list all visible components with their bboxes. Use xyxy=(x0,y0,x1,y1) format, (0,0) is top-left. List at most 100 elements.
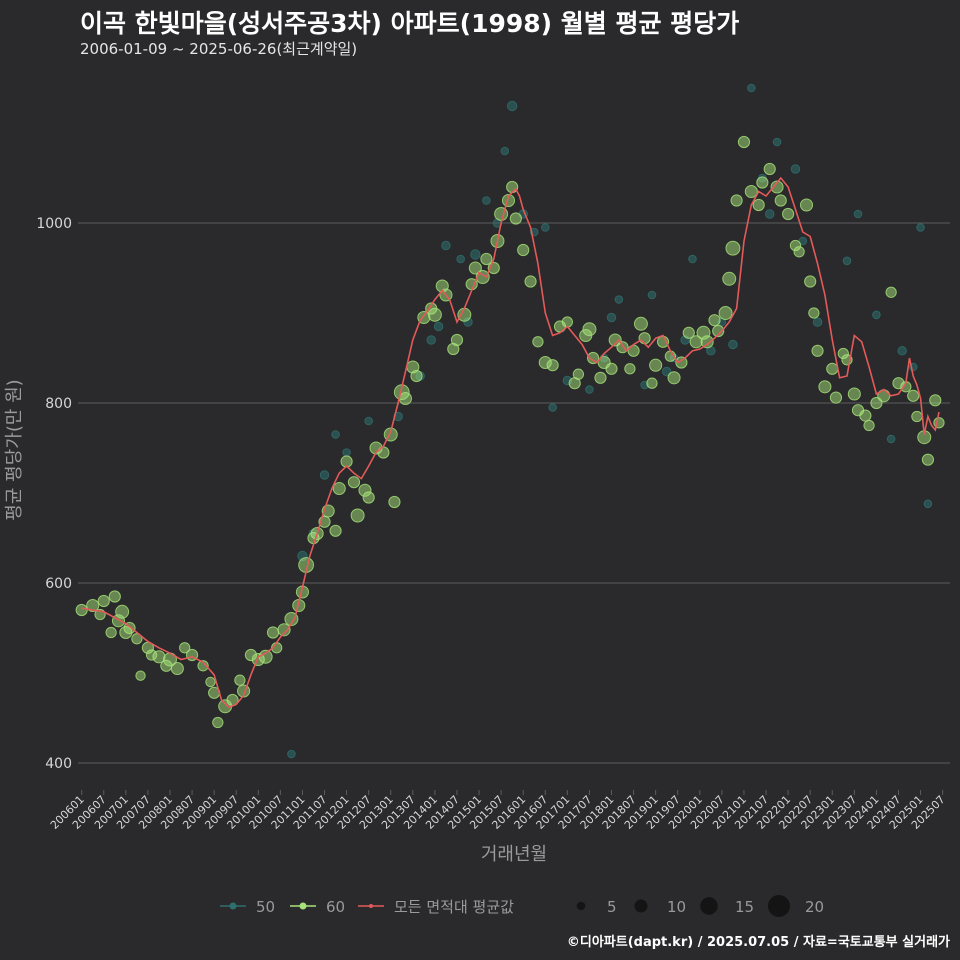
point-60 xyxy=(332,481,346,496)
point-60 xyxy=(744,184,758,199)
point-60 xyxy=(633,316,648,331)
point-60 xyxy=(799,198,814,212)
point-60 xyxy=(708,314,721,327)
point-60 xyxy=(638,332,651,345)
point-60 xyxy=(587,351,600,365)
point-60 xyxy=(752,198,765,212)
point-60 xyxy=(115,604,130,619)
point-60 xyxy=(86,598,100,613)
point-50 xyxy=(585,385,594,394)
point-60 xyxy=(682,326,695,339)
point-50 xyxy=(812,317,823,327)
point-60 xyxy=(811,344,824,357)
point-60 xyxy=(929,394,942,407)
point-60 xyxy=(829,391,843,404)
average-line xyxy=(81,176,940,709)
point-60 xyxy=(197,660,209,672)
point-60 xyxy=(847,387,861,401)
point-60 xyxy=(388,495,401,509)
point-60 xyxy=(97,594,110,608)
point-60 xyxy=(921,453,935,466)
point-60 xyxy=(212,716,224,729)
point-60 xyxy=(170,661,184,676)
point-60 xyxy=(826,362,839,375)
point-50 xyxy=(661,366,672,377)
legend-size-circle xyxy=(700,897,718,915)
point-50 xyxy=(853,209,863,219)
point-60 xyxy=(605,362,618,375)
legend-label-avg: 모든 면적대 평균값 xyxy=(394,898,514,916)
point-60 xyxy=(450,333,464,347)
point-50 xyxy=(426,335,436,345)
chart-title: 이곡 한빛마을(성서주공3차) 아파트(1998) 월별 평균 평당가 xyxy=(80,9,740,38)
point-60 xyxy=(457,307,472,322)
point-60 xyxy=(756,176,769,189)
point-60 xyxy=(347,476,361,489)
point-60 xyxy=(818,380,832,394)
point-50 xyxy=(688,254,697,264)
point-60 xyxy=(911,410,923,423)
point-60 xyxy=(712,324,725,338)
point-60 xyxy=(572,368,585,380)
chart-subtitle: 2006-01-09 ~ 2025-06-26(최근계약일) xyxy=(80,40,358,58)
point-60 xyxy=(532,336,544,348)
point-60 xyxy=(179,642,191,654)
legend-label-50: 50 xyxy=(256,898,275,916)
legend-size-circle xyxy=(576,901,586,911)
point-60 xyxy=(774,194,787,207)
point-60 xyxy=(234,674,246,686)
point-50 xyxy=(540,223,550,232)
legend-size-label: 20 xyxy=(805,898,824,916)
legend-size-circle xyxy=(634,899,648,913)
point-60 xyxy=(475,270,490,284)
point-60 xyxy=(885,286,897,298)
point-50 xyxy=(342,448,351,457)
legend-dot-60 xyxy=(299,902,307,910)
legend-dot-avg xyxy=(369,904,373,908)
legend-size-label: 5 xyxy=(607,898,617,916)
point-50 xyxy=(647,290,657,300)
point-60 xyxy=(859,409,872,422)
point-60 xyxy=(718,306,733,320)
point-60 xyxy=(907,389,920,402)
series-50-points xyxy=(287,83,933,759)
point-60 xyxy=(675,356,688,369)
legend-size-label: 15 xyxy=(735,898,754,916)
point-60 xyxy=(427,307,442,322)
point-60 xyxy=(804,275,817,288)
series-60-points xyxy=(75,135,945,729)
point-50 xyxy=(923,499,933,509)
point-50 xyxy=(364,416,373,426)
point-60 xyxy=(594,371,607,384)
point-50 xyxy=(916,223,925,232)
point-50 xyxy=(331,430,340,439)
point-50 xyxy=(842,256,852,266)
point-50 xyxy=(441,240,451,251)
point-50 xyxy=(897,346,907,356)
y-tick-label: 1000 xyxy=(36,216,72,232)
legend-label-60: 60 xyxy=(326,898,345,916)
legend-size-circle xyxy=(768,895,790,917)
source-caption: ©디아파트(dapt.kr) / 2025.07.05 / 자료=국토교통부 실… xyxy=(566,935,950,950)
legend: 50 60 모든 면적대 평균값 5 10 15 20 xyxy=(220,895,824,917)
point-50 xyxy=(482,196,491,205)
point-60 xyxy=(725,240,741,256)
legend-dot-50 xyxy=(229,902,237,910)
point-60 xyxy=(517,243,530,257)
point-60 xyxy=(722,271,737,286)
point-50 xyxy=(798,236,808,246)
point-60 xyxy=(793,246,805,258)
point-50 xyxy=(772,137,782,147)
point-50 xyxy=(790,164,801,174)
point-60 xyxy=(494,207,509,221)
x-axis-ticks: 2006012006072007012007072008012008072009… xyxy=(48,790,948,832)
point-50 xyxy=(614,295,624,304)
point-60 xyxy=(730,194,743,207)
average-line-layer xyxy=(81,176,940,709)
point-60 xyxy=(624,363,636,375)
point-60 xyxy=(410,369,423,383)
point-60 xyxy=(770,180,784,194)
point-60 xyxy=(135,670,146,681)
point-50 xyxy=(470,249,481,260)
